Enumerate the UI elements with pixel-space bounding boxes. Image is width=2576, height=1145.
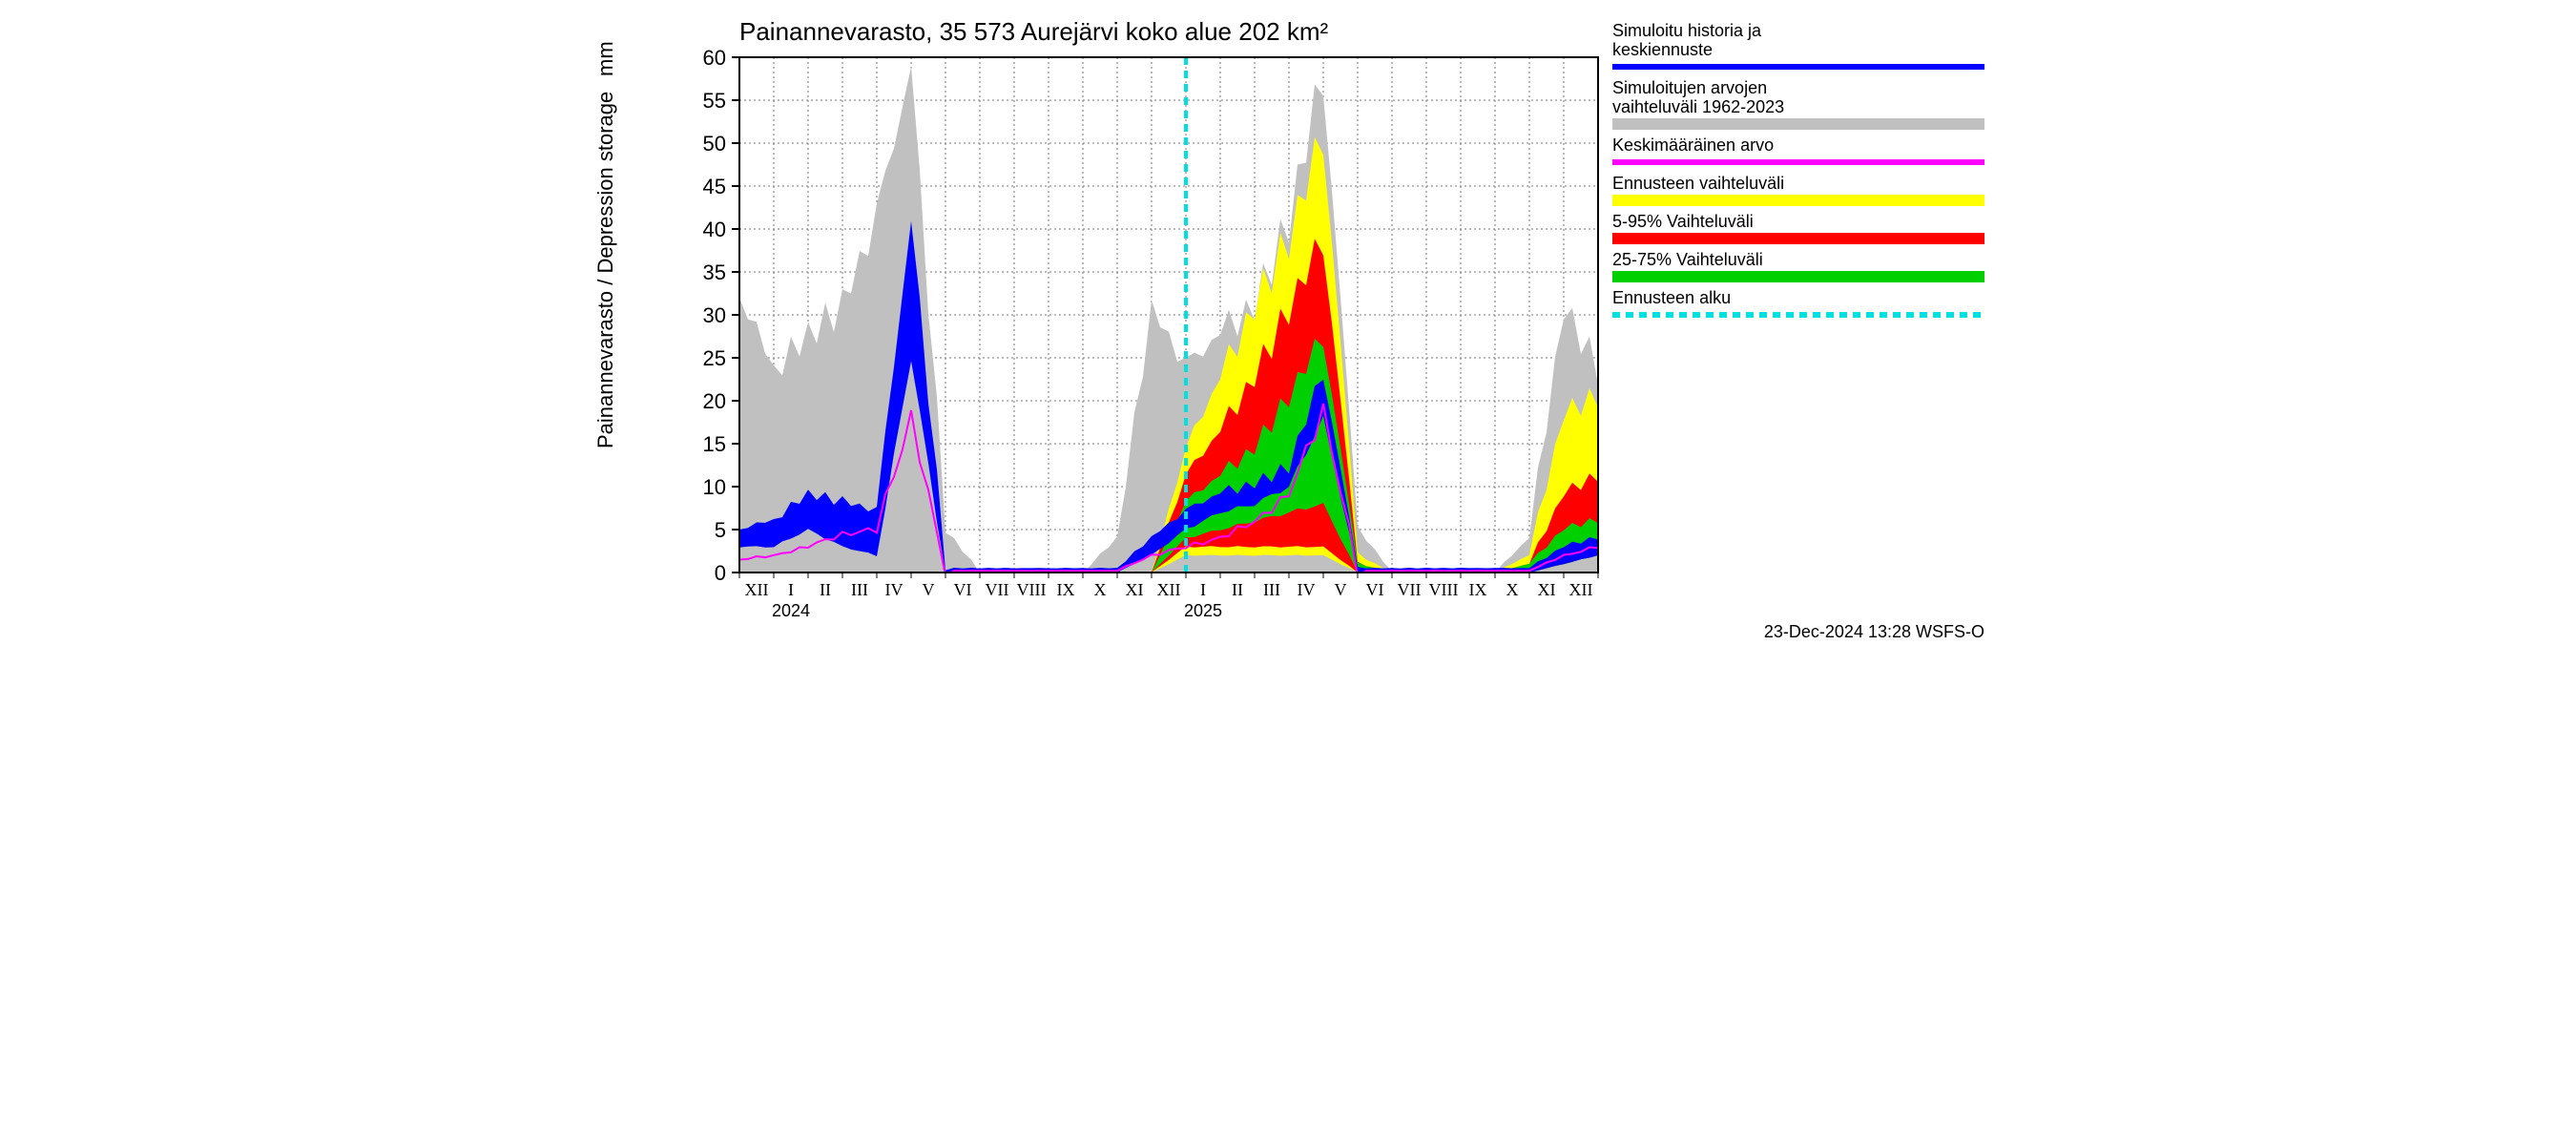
year-label: 2024 [772,601,810,620]
legend-label: vaihteluväli 1962-2023 [1612,97,1784,116]
month-label: XI [1538,580,1556,599]
legend-label: Ennusteen alku [1612,288,1731,307]
month-label: III [851,580,868,599]
legend-label: 25-75% Vaihteluväli [1612,250,1763,269]
ytick-label: 40 [703,218,726,241]
month-label: II [820,580,831,599]
ytick-label: 60 [703,46,726,70]
legend-swatch [1612,233,1984,244]
year-label: 2025 [1184,601,1222,620]
legend-label: Simuloitujen arvojen [1612,78,1767,97]
month-label: VI [1366,580,1384,599]
month-label: VI [954,580,972,599]
month-label: IX [1057,580,1075,599]
month-label: X [1506,580,1519,599]
month-label: VIII [1017,580,1047,599]
month-label: I [788,580,794,599]
month-label: V [923,580,935,599]
legend-label: 5-95% Vaihteluväli [1612,212,1754,231]
chart-container: 051015202530354045505560XIIIIIIIIIVVVIVI… [572,0,2004,649]
month-label: XII [1569,580,1593,599]
legend-swatch [1612,64,1984,70]
y-axis-label: Painannevarasto / Depression storage [593,92,617,448]
ytick-label: 35 [703,260,726,284]
footer-timestamp: 23-Dec-2024 13:28 WSFS-O [1764,622,1984,641]
month-label: VII [1398,580,1422,599]
ytick-label: 55 [703,89,726,113]
month-label: XI [1126,580,1144,599]
month-label: V [1335,580,1347,599]
legend-swatch [1612,195,1984,206]
y-axis-unit: mm [593,41,617,76]
chart-svg: 051015202530354045505560XIIIIIIIIIVVVIVI… [572,0,2004,649]
month-label: XII [745,580,769,599]
month-label: III [1263,580,1280,599]
ytick-label: 45 [703,175,726,198]
month-label: IV [885,580,904,599]
month-label: I [1200,580,1206,599]
month-label: II [1232,580,1243,599]
legend-label: Simuloitu historia ja [1612,21,1762,40]
month-label: VII [986,580,1009,599]
month-label: X [1094,580,1107,599]
ytick-label: 10 [703,475,726,499]
legend-swatch [1612,271,1984,282]
ytick-label: 30 [703,303,726,327]
chart-title: Painannevarasto, 35 573 Aurejärvi koko a… [739,17,1328,46]
month-label: XII [1157,580,1181,599]
ytick-label: 15 [703,432,726,456]
ytick-label: 5 [715,518,726,542]
month-label: VIII [1429,580,1459,599]
ytick-label: 25 [703,346,726,370]
ytick-label: 0 [715,561,726,585]
ytick-label: 20 [703,389,726,413]
legend-swatch [1612,159,1984,165]
legend-label: keskiennuste [1612,40,1713,59]
month-label: IV [1298,580,1316,599]
ytick-label: 50 [703,132,726,156]
legend-swatch [1612,118,1984,130]
legend-label: Keskimääräinen arvo [1612,135,1774,155]
month-label: IX [1469,580,1487,599]
legend-label: Ennusteen vaihteluväli [1612,174,1784,193]
